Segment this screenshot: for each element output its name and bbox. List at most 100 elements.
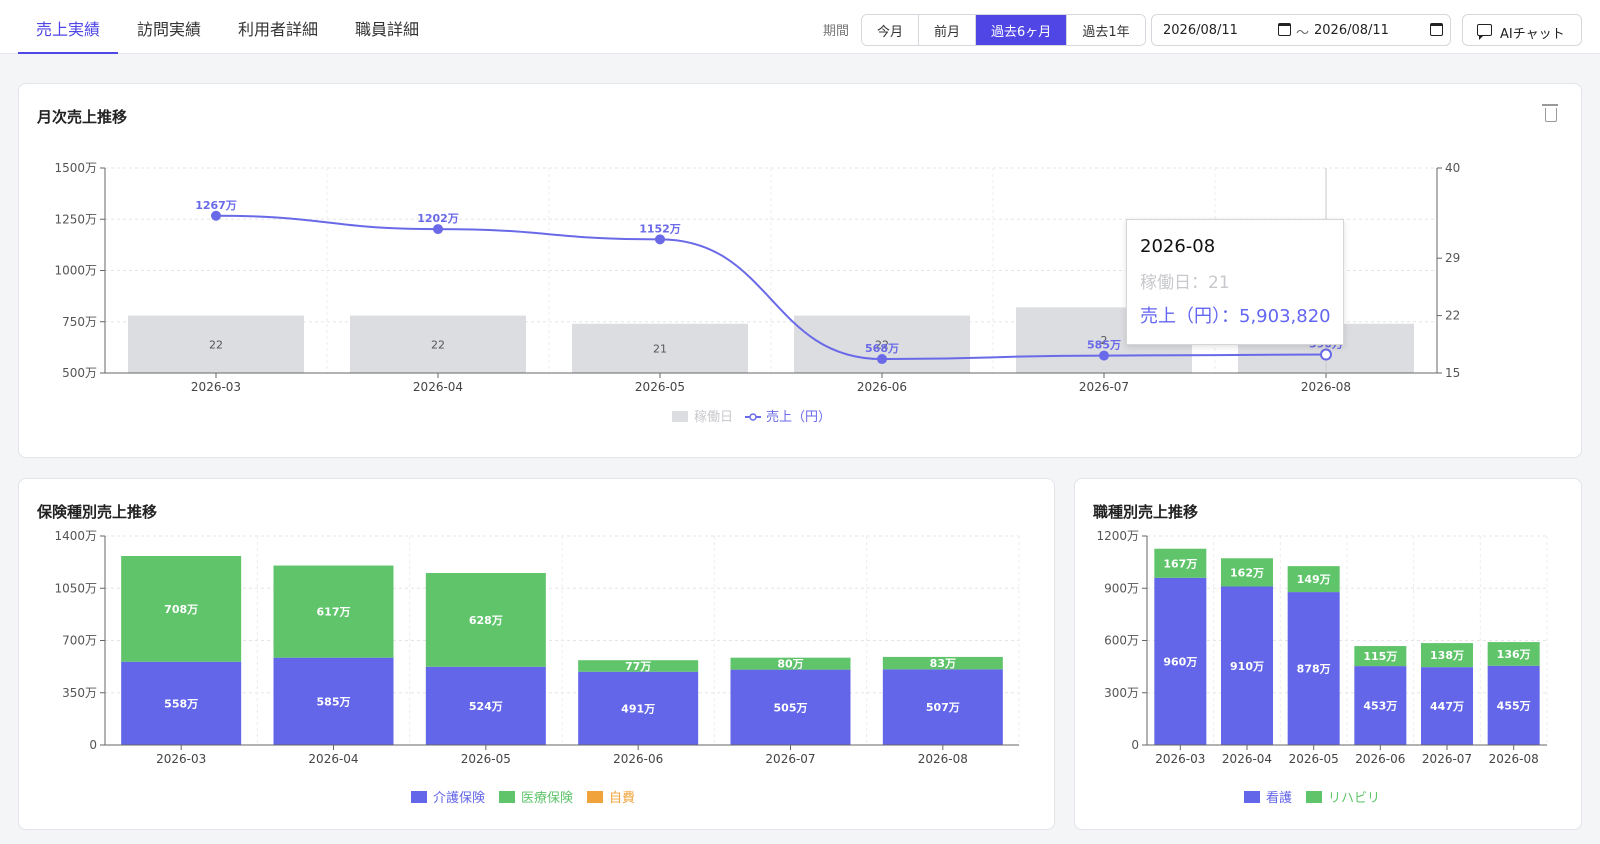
chart-tooltip: 2026-08 稼働日：21 売上（円）：5,903,820 bbox=[1126, 219, 1344, 345]
stacked-bar-label: 80万 bbox=[777, 658, 803, 671]
tab-visits[interactable]: 訪問実績 bbox=[136, 20, 201, 39]
stacked-bar-label: 708万 bbox=[164, 603, 198, 616]
sales-point bbox=[655, 234, 665, 245]
tab-sales[interactable]: 売上実績 bbox=[18, 0, 118, 54]
tab-user-details[interactable]: 利用者詳細 bbox=[237, 20, 318, 39]
stacked-bar-label: 453万 bbox=[1363, 700, 1397, 713]
x-tick-label: 2026-06 bbox=[1355, 752, 1405, 766]
stacked-bar-label: 162万 bbox=[1230, 566, 1264, 579]
sales-point-label: 585万 bbox=[1087, 339, 1121, 352]
period-this-month-button[interactable]: 今月 bbox=[862, 15, 920, 45]
stacked-bar-segment bbox=[273, 657, 394, 745]
y-tick-label: 0 bbox=[1131, 738, 1139, 752]
legend-swatch bbox=[587, 791, 603, 803]
start-date-input[interactable]: 2026/08/11 bbox=[1163, 23, 1238, 38]
stacked-bar-segment bbox=[882, 669, 1003, 745]
stacked-bar-segment bbox=[1221, 558, 1273, 587]
job-sales-chart: 0 300万 600万 900万 1200万 960万 167万 2026-03 910万 162… bbox=[1096, 529, 1548, 806]
x-tick-label: 2026-03 bbox=[191, 380, 241, 394]
stacked-bar-segment bbox=[1354, 666, 1407, 745]
stacked-bar-segment bbox=[1421, 643, 1473, 668]
y-tick-label: 1400万 bbox=[54, 529, 97, 543]
monthly-sales-title: 月次売上推移 bbox=[37, 108, 128, 126]
stacked-bar-segment bbox=[121, 661, 242, 745]
workdays-bar-label: 22 bbox=[431, 338, 445, 351]
ai-chat-button[interactable]: AIチャット bbox=[1462, 14, 1582, 46]
y-tick-label: 900万 bbox=[1104, 581, 1139, 595]
stacked-bar-segment bbox=[273, 565, 394, 658]
date-separator: 〜 bbox=[1296, 26, 1310, 41]
legend-sales-marker bbox=[749, 413, 757, 421]
workdays-bar bbox=[572, 323, 748, 373]
workdays-bar-label: 21 bbox=[653, 342, 667, 355]
x-tick-label: 2026-03 bbox=[1155, 752, 1205, 766]
period-last-month-button[interactable]: 前月 bbox=[919, 15, 977, 45]
stacked-bar-label: 910万 bbox=[1230, 660, 1264, 673]
stacked-bar-label: 149万 bbox=[1297, 573, 1331, 586]
period-label: 期間 bbox=[823, 24, 850, 39]
y-tick-label: 1250万 bbox=[54, 212, 97, 226]
workdays-bar-label: 22 bbox=[209, 338, 223, 351]
sales-point-label: 1152万 bbox=[639, 222, 681, 235]
stacked-bar-label: 136万 bbox=[1497, 648, 1531, 661]
y-tick-label: 1500万 bbox=[54, 161, 97, 175]
y-tick-label: 1200万 bbox=[1096, 529, 1139, 543]
stacked-bar-segment bbox=[1154, 548, 1207, 578]
legend-label: 医療保険 bbox=[521, 791, 573, 806]
y-tick-label: 700万 bbox=[62, 634, 97, 648]
stacked-bar-segment bbox=[1354, 646, 1407, 667]
y-tick-label: 1000万 bbox=[54, 264, 97, 278]
stacked-bar-label: 455万 bbox=[1497, 699, 1531, 712]
x-tick-label: 2026-08 bbox=[1301, 380, 1351, 394]
stacked-bar-segment bbox=[1487, 665, 1540, 745]
legend-swatch bbox=[499, 791, 515, 803]
insurance-sales-chart: 0 350万 700万 1050万 1400万 558万 708万 2026-03 585万 61… bbox=[54, 529, 1020, 806]
stacked-bar-label: 447万 bbox=[1430, 700, 1464, 713]
legend-swatch bbox=[1306, 791, 1322, 803]
x-tick-label: 2026-05 bbox=[461, 752, 511, 766]
y2-tick-label: 15 bbox=[1445, 366, 1460, 380]
stacked-bar-label: 524万 bbox=[469, 700, 503, 713]
legend-sales-label: 売上（円） bbox=[766, 409, 831, 425]
stacked-bar-segment bbox=[1421, 667, 1473, 745]
tab-staff-details[interactable]: 職員詳細 bbox=[354, 20, 419, 39]
job-sales-title: 職種別売上推移 bbox=[1093, 503, 1199, 521]
period-6-months-button[interactable]: 過去6ヶ月 bbox=[976, 15, 1068, 45]
job-sales-card: 職種別売上推移 0 300万 600万 900万 1200万 960万 167万 2026-0… bbox=[1074, 478, 1582, 830]
stacked-bar-label: 83万 bbox=[930, 657, 956, 670]
sales-point bbox=[877, 354, 887, 365]
y-tick-label: 500万 bbox=[62, 366, 97, 380]
stacked-bar-segment bbox=[730, 657, 851, 670]
trash-icon[interactable] bbox=[1542, 104, 1558, 122]
x-tick-label: 2026-04 bbox=[308, 752, 358, 766]
stacked-bar-label: 960万 bbox=[1163, 655, 1197, 668]
stacked-bar-segment bbox=[1287, 566, 1340, 593]
workdays-bar-label: 2 bbox=[1101, 334, 1108, 347]
stacked-bar-segment bbox=[425, 573, 546, 667]
stacked-bar-segment bbox=[425, 666, 546, 745]
calendar-icon[interactable] bbox=[1430, 23, 1443, 36]
tooltip-sales: 売上（円）：5,903,820 bbox=[1140, 306, 1331, 327]
y2-tick-label: 29 bbox=[1445, 251, 1460, 265]
stacked-bar-label: 138万 bbox=[1430, 649, 1464, 662]
stacked-bar-label: 507万 bbox=[926, 701, 960, 714]
x-tick-label: 2026-03 bbox=[156, 752, 206, 766]
sales-point-label: 568万 bbox=[865, 342, 899, 355]
x-tick-label: 2026-07 bbox=[1079, 380, 1129, 394]
legend-label: リハビリ bbox=[1328, 791, 1380, 806]
x-tick-label: 2026-04 bbox=[1222, 752, 1272, 766]
legend-workdays-label: 稼働日 bbox=[694, 410, 733, 425]
tooltip-title: 2026-08 bbox=[1140, 236, 1216, 257]
period-1-year-button[interactable]: 過去1年 bbox=[1067, 15, 1145, 45]
y-tick-label: 600万 bbox=[1104, 634, 1139, 648]
end-date-input[interactable]: 2026/08/11 bbox=[1314, 23, 1389, 38]
stacked-bar-label: 585万 bbox=[317, 695, 351, 708]
stacked-bar-label: 77万 bbox=[625, 660, 651, 673]
workdays-bar bbox=[350, 315, 526, 373]
sales-point bbox=[1320, 348, 1332, 361]
calendar-icon[interactable] bbox=[1278, 23, 1291, 36]
ai-chat-label: AIチャット bbox=[1500, 27, 1565, 42]
legend-label: 自費 bbox=[609, 791, 635, 806]
stacked-bar-segment bbox=[1487, 642, 1540, 666]
stacked-bar-label: 617万 bbox=[317, 606, 351, 619]
